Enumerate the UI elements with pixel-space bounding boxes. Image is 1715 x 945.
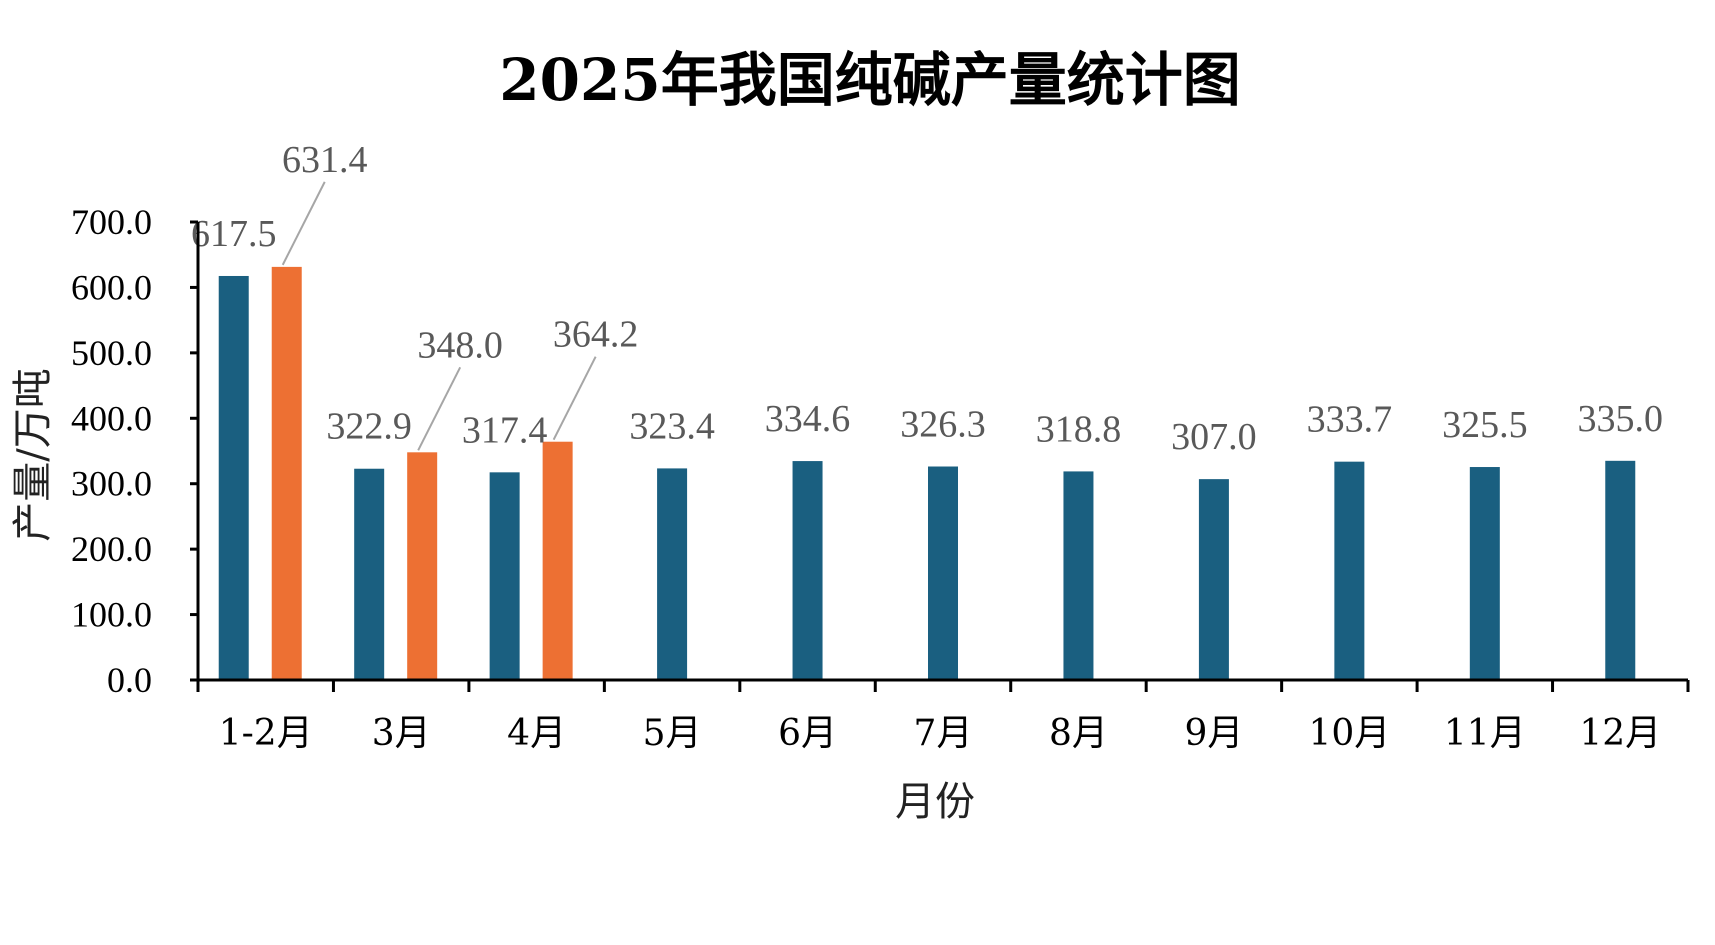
data-label-series-1: 333.7 — [1307, 399, 1393, 441]
bar-series-1 — [928, 466, 958, 680]
bar-series-1 — [218, 275, 249, 680]
y-tick-label: 100.0 — [71, 595, 152, 635]
bar-series-1 — [1469, 467, 1500, 680]
leader-lines — [281, 181, 597, 451]
leader-line — [281, 181, 326, 266]
y-tick-label: 300.0 — [71, 464, 152, 504]
x-tick-label: 9月 — [1184, 713, 1243, 754]
leader-line — [417, 366, 462, 451]
x-tick-label: 3月 — [372, 713, 431, 754]
bar-series-2 — [542, 441, 573, 680]
y-tick-labels: 0.0 100.0 200.0 300.0 400.0 500.0 600.0 700.0 — [71, 202, 152, 700]
chart-title: 2025年我国纯碱产量统计图 — [499, 46, 1240, 114]
x-tick-label: 12月 — [1579, 713, 1661, 754]
x-tick-label: 1-2月 — [219, 713, 313, 754]
data-label-series-1: 317.4 — [462, 409, 548, 451]
bar-series-2 — [407, 452, 438, 680]
data-label-series-1: 322.9 — [326, 406, 412, 448]
bar-series-2 — [271, 266, 302, 680]
x-tick-label: 4月 — [507, 713, 566, 754]
x-tick-labels: 1-2月 3月 4月 5月 6月 7月 8月 9月 10月 11月 12月 — [219, 713, 1661, 754]
bars — [218, 266, 1636, 680]
data-label-series-1: 335.0 — [1578, 398, 1664, 440]
y-tick-label: 500.0 — [71, 333, 152, 373]
bar-series-1 — [1063, 471, 1094, 680]
data-label-series-1: 326.3 — [900, 404, 986, 446]
x-tick-label: 7月 — [914, 713, 973, 754]
data-label-series-1: 323.4 — [629, 405, 715, 447]
y-tick-label: 0.0 — [107, 660, 152, 700]
y-axis-title: 产量/万吨 — [10, 368, 56, 541]
y-tick-label: 200.0 — [71, 529, 152, 569]
y-tick-label: 600.0 — [71, 267, 152, 307]
y-tick-label: 700.0 — [71, 202, 152, 242]
bar-series-1 — [1605, 460, 1636, 680]
bar-series-1 — [354, 468, 385, 680]
data-label-series-1: 325.5 — [1442, 404, 1528, 446]
bar-series-1 — [1198, 479, 1229, 680]
data-label-series-1: 307.0 — [1171, 416, 1257, 458]
data-label-series-2: 348.0 — [417, 324, 503, 366]
x-tick-label: 8月 — [1049, 713, 1108, 754]
y-tick-label: 400.0 — [71, 398, 152, 438]
x-tick-label: 11月 — [1444, 713, 1526, 754]
leader-line — [552, 356, 597, 441]
x-tick-label: 5月 — [643, 713, 702, 754]
data-label-series-1: 617.5 — [191, 213, 277, 255]
bar-series-1 — [489, 472, 520, 680]
x-tick-label: 6月 — [778, 713, 837, 754]
data-label-series-1: 318.8 — [1036, 408, 1122, 450]
bar-series-1 — [657, 468, 688, 680]
x-tick-label: 10月 — [1308, 713, 1390, 754]
data-label-series-2: 364.2 — [553, 314, 639, 356]
axes — [190, 220, 1690, 692]
data-label-series-1: 334.6 — [765, 398, 851, 440]
data-label-series-2: 631.4 — [282, 139, 368, 181]
bar-series-1 — [792, 461, 823, 680]
bar-series-1 — [1334, 461, 1365, 680]
x-axis-title: 月份 — [895, 779, 975, 825]
